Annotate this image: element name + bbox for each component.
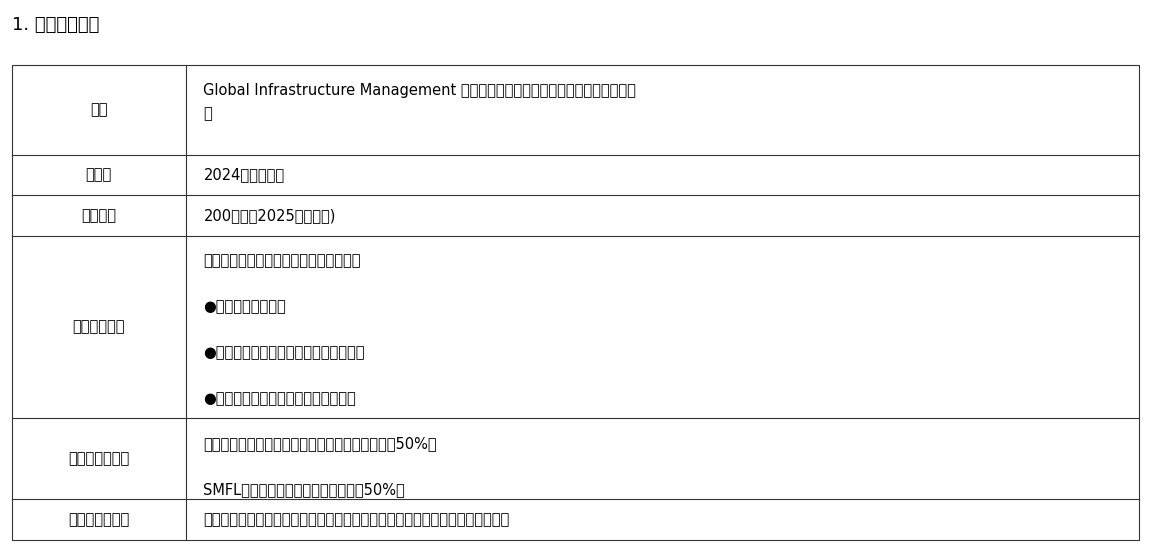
Text: SMFLみらいパートナーズ株式会社（50%）: SMFLみらいパートナーズ株式会社（50%） <box>204 482 405 496</box>
Text: 200億円（2025年３月末): 200億円（2025年３月末) <box>204 208 336 223</box>
Text: 無限責任組合員: 無限責任組合員 <box>68 451 130 466</box>
Text: ●　観光・文教・エンターテインメント: ● 観光・文教・エンターテインメント <box>204 345 365 360</box>
Text: 1. ファンド概要: 1. ファンド概要 <box>12 16 99 34</box>
Text: 以下のインフラ分野における稼働済案件: 以下のインフラ分野における稼働済案件 <box>204 253 361 269</box>
Text: 予定規模: 予定規模 <box>82 208 116 223</box>
Text: 組成日: 組成日 <box>86 167 112 183</box>
Text: 合: 合 <box>204 106 213 122</box>
Text: ●　地域ユーティリティサービス分野: ● 地域ユーティリティサービス分野 <box>204 391 356 406</box>
Text: Global Infrastructure Management インカム・ファンド２号投資事業有限責任組: Global Infrastructure Management インカム・ファ… <box>204 83 636 99</box>
Text: 名称: 名称 <box>90 102 108 118</box>
Text: グローバル・インフラ・マネジメント株式会社（50%）: グローバル・インフラ・マネジメント株式会社（50%） <box>204 436 437 451</box>
Text: 投資対象分野: 投資対象分野 <box>72 319 125 334</box>
Text: 有限責任組合員: 有限責任組合員 <box>68 512 130 527</box>
Text: ●　交通・輸送分野: ● 交通・輸送分野 <box>204 299 286 314</box>
Text: 2024年９月１日: 2024年９月１日 <box>204 167 284 183</box>
Bar <box>12 65 1138 540</box>
Text: 地方銀行、保険会社、信託銀行（年金信託）、学校法人　計８人（本日時点）: 地方銀行、保険会社、信託銀行（年金信託）、学校法人 計８人（本日時点） <box>204 512 509 527</box>
